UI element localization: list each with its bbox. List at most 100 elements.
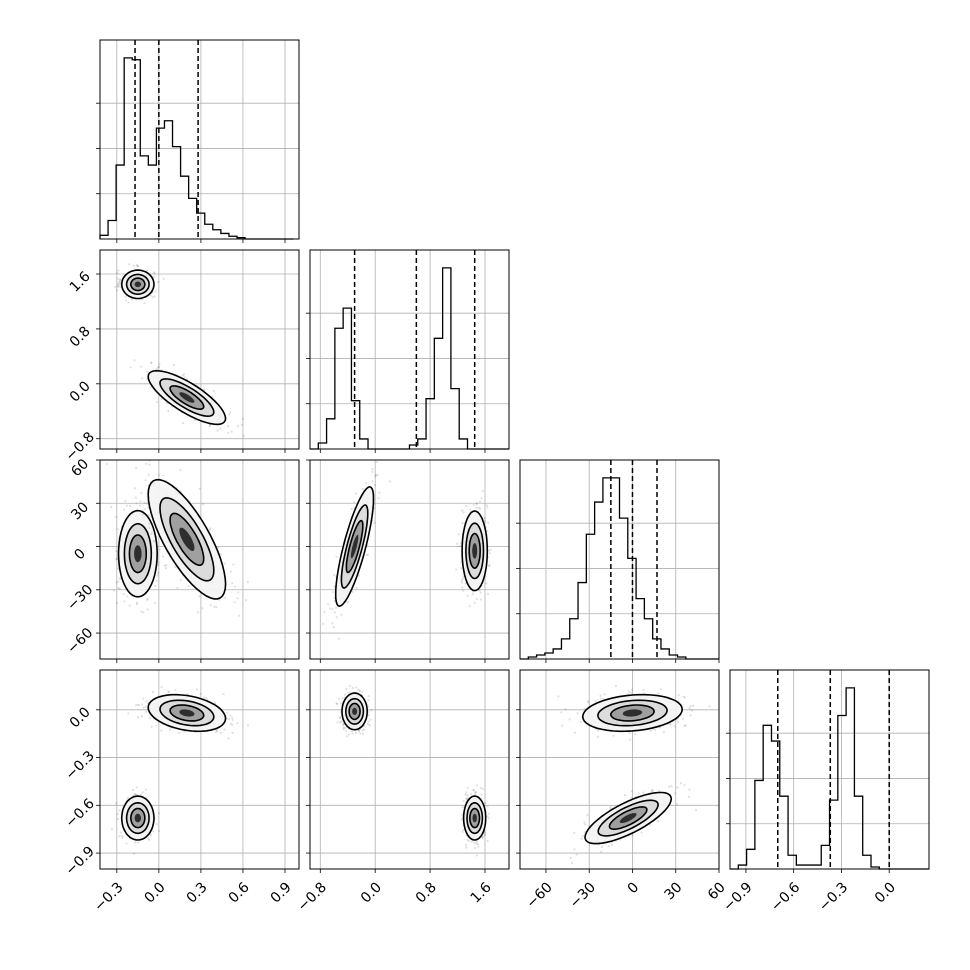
sample-point [627, 692, 630, 696]
sample-point [481, 787, 485, 790]
sample-point [230, 430, 233, 433]
sample-point [117, 568, 120, 571]
sample-point [378, 491, 381, 494]
panel-content [557, 685, 711, 865]
sample-point [485, 582, 488, 585]
histogram-step [520, 477, 719, 660]
panel-frame [519, 459, 720, 660]
density-contour [179, 527, 195, 551]
sample-point [231, 723, 234, 727]
sample-point [335, 702, 338, 705]
sample-point [466, 838, 469, 841]
sample-point [471, 592, 474, 596]
sample-point [462, 799, 465, 803]
sample-point [345, 729, 348, 733]
sample-point [105, 462, 108, 466]
sample-point [150, 361, 153, 364]
sample-point [350, 729, 353, 733]
sample-point [135, 264, 138, 267]
sample-point [462, 511, 465, 514]
sample-point [633, 733, 636, 736]
sample-point [163, 564, 166, 567]
sample-point [227, 737, 230, 740]
tick-label-y: −60 [64, 625, 96, 657]
sample-point [460, 567, 463, 570]
sample-point [342, 728, 345, 731]
sample-point [461, 586, 464, 589]
sample-point [337, 637, 340, 640]
sample-point [135, 603, 138, 606]
sample-point [323, 610, 326, 613]
sample-point [475, 842, 478, 845]
sample-point [196, 611, 199, 614]
tick-label-x: 0.9 [268, 879, 295, 906]
tick-label-y: 30 [68, 499, 92, 523]
sample-point [370, 709, 373, 712]
sample-point [120, 834, 123, 837]
sample-point [458, 545, 461, 548]
sample-point [161, 555, 165, 558]
sample-point [479, 786, 482, 789]
sample-point [119, 278, 122, 281]
panel-frame [99, 249, 300, 450]
sample-point [487, 812, 490, 815]
sample-point [153, 584, 157, 588]
sample-point [376, 473, 379, 477]
sample-point [231, 716, 234, 719]
sample-point [654, 728, 657, 731]
sample-point [351, 686, 354, 690]
sample-point [135, 601, 139, 604]
sample-point [461, 830, 464, 833]
sample-point [118, 577, 121, 580]
sample-point [335, 616, 338, 619]
sample-point [199, 692, 202, 695]
sample-point [466, 794, 469, 797]
sample-point [123, 508, 126, 511]
sample-point [229, 411, 232, 414]
sample-point [144, 508, 147, 511]
sample-point [690, 709, 694, 712]
sample-point [473, 846, 477, 849]
sample-point [140, 714, 144, 718]
sample-point [564, 708, 567, 711]
sample-point [332, 626, 335, 629]
sample-point [669, 723, 672, 726]
panel-content [105, 460, 249, 617]
sample-point [115, 289, 119, 292]
sample-point [586, 700, 589, 703]
panel-content [335, 684, 490, 857]
sample-point [339, 721, 342, 724]
sample-point [160, 729, 163, 732]
sample-point [708, 705, 711, 708]
sample-point [117, 269, 120, 272]
sample-point [181, 374, 184, 377]
sample-point [236, 425, 240, 428]
sample-point [473, 793, 477, 796]
sample-point [331, 590, 334, 594]
sample-point [203, 696, 206, 699]
sample-point [113, 286, 117, 289]
sample-point [209, 604, 212, 607]
sample-point [484, 831, 487, 834]
sample-point [464, 844, 468, 847]
sample-point [331, 607, 334, 611]
sample-point [144, 705, 147, 708]
panel-frame [99, 39, 300, 240]
sample-point [465, 791, 468, 794]
tick-label-y: 1.6 [67, 268, 94, 295]
sample-point [116, 282, 119, 285]
sample-point [479, 507, 482, 510]
sample-point [165, 563, 168, 567]
sample-point [358, 689, 361, 692]
sample-point [681, 717, 684, 720]
sample-point [561, 724, 564, 727]
sample-point [141, 377, 144, 380]
sample-point [229, 722, 233, 725]
sample-point [599, 697, 603, 700]
sample-point [657, 692, 660, 695]
sample-point [461, 589, 465, 592]
sample-point [628, 731, 631, 734]
sample-point [627, 690, 631, 693]
sample-point [357, 574, 361, 577]
sample-point [153, 295, 156, 298]
